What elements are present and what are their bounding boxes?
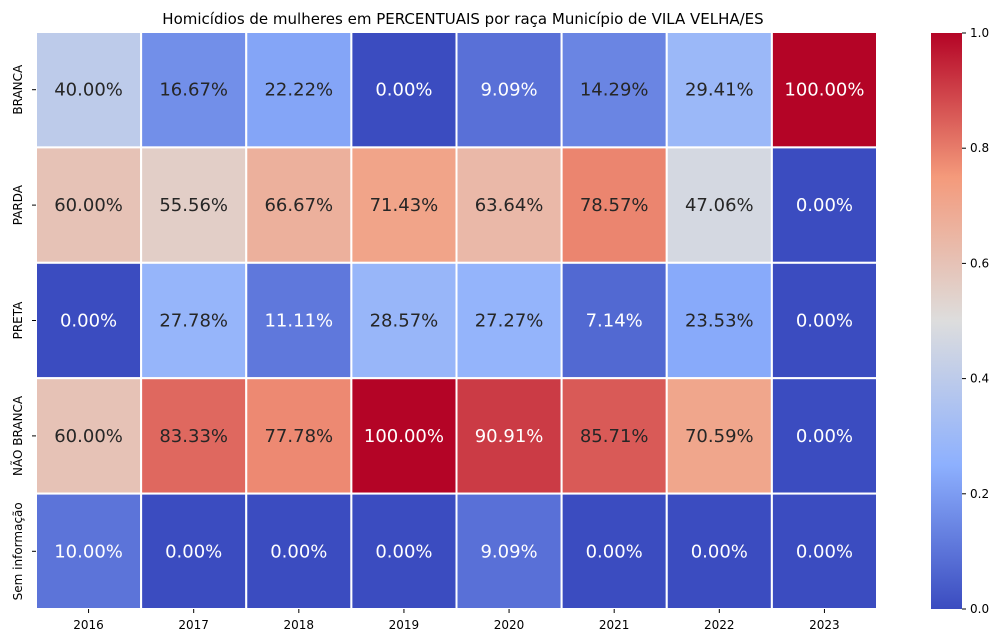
cell-value-label: 90.91% [475, 426, 544, 447]
cell-value-label: 0.00% [586, 541, 643, 562]
cell-value-label: 83.33% [159, 426, 228, 447]
y-axis-ticks: BRANCA PARDA PRETA NÃO BRANCA Sem informação [10, 64, 36, 600]
cell-value-label: 0.00% [691, 541, 748, 562]
cell-value-label: 28.57% [370, 311, 439, 332]
y-tick-label: PARDA [11, 184, 25, 225]
colorbar-gradient [931, 33, 962, 609]
heatmap-cell [770, 261, 878, 380]
cell-value-label: 27.27% [475, 311, 544, 332]
heatmap-cell [140, 261, 248, 380]
cell-value-label: 40.00% [54, 80, 123, 101]
cell-value-label: 23.53% [685, 311, 754, 332]
cell-value-label: 60.00% [54, 195, 123, 216]
cell-value-label: 100.00% [784, 80, 864, 101]
cell-value-label: 0.00% [796, 426, 853, 447]
cell-value-label: 85.71% [580, 426, 649, 447]
heatmap-cell [350, 377, 458, 495]
colorbar-tick-label: 1.0 [970, 26, 989, 40]
heatmap-cell [245, 261, 353, 380]
y-tick-label: BRANCA [11, 64, 25, 115]
x-tick-label: 2019 [389, 618, 420, 632]
x-tick-label: 2023 [809, 618, 840, 632]
cell-value-label: 14.29% [580, 80, 649, 101]
cell-value-label: 0.00% [375, 80, 432, 101]
heatmap-cell [35, 377, 143, 495]
colorbar-tick-label: 0.0 [970, 602, 989, 616]
heatmap-cell [560, 146, 668, 264]
colorbar-tick-label: 0.8 [970, 141, 989, 155]
heatmap-cell [245, 31, 353, 149]
x-tick-label: 2016 [73, 618, 104, 632]
cell-value-label: 0.00% [270, 541, 327, 562]
cell-value-label: 10.00% [54, 541, 123, 562]
cell-value-label: 16.67% [159, 80, 228, 101]
cell-value-label: 77.78% [264, 426, 333, 447]
x-tick-label: 2017 [178, 618, 209, 632]
cell-value-label: 78.57% [580, 195, 649, 216]
cell-value-label: 0.00% [375, 541, 432, 562]
heatmap-cell [455, 377, 563, 495]
cell-value-label: 0.00% [796, 541, 853, 562]
heatmap-cell [665, 261, 773, 380]
y-tick-label: NÃO BRANCA [10, 395, 25, 476]
y-tick-label: Sem informação [11, 502, 25, 600]
x-axis-ticks: 2016 2017 2018 2019 2020 2021 2022 2023 [73, 609, 840, 632]
cell-value-label: 0.00% [60, 311, 117, 332]
heatmap-cells: 40.00% 16.67% 22.22% 0.00% 9.09% 14.29% 29.41%… [35, 31, 878, 611]
heatmap-cell [140, 146, 248, 264]
cell-value-label: 70.59% [685, 426, 754, 447]
cell-value-label: 7.14% [586, 311, 643, 332]
heatmap-cell [455, 261, 563, 380]
cell-value-label: 66.67% [264, 195, 333, 216]
heatmap-cell [560, 31, 668, 149]
heatmap-cell [770, 146, 878, 264]
heatmap-cell [455, 492, 563, 611]
cell-value-label: 0.00% [796, 311, 853, 332]
y-tick-label: PRETA [11, 301, 25, 340]
cell-value-label: 0.00% [165, 541, 222, 562]
cell-value-label: 71.43% [370, 195, 439, 216]
heatmap-cell [770, 492, 878, 611]
heatmap-cell [350, 146, 458, 264]
heatmap-cell [560, 261, 668, 380]
cell-value-label: 9.09% [480, 80, 537, 101]
x-tick-label: 2022 [704, 618, 735, 632]
cell-value-label: 0.00% [796, 195, 853, 216]
cell-value-label: 60.00% [54, 426, 123, 447]
colorbar-tick-label: 0.4 [970, 372, 989, 386]
cell-value-label: 27.78% [159, 311, 228, 332]
heatmap-cell [350, 261, 458, 380]
x-tick-label: 2020 [494, 618, 525, 632]
colorbar-tick-label: 0.6 [970, 256, 989, 270]
cell-value-label: 47.06% [685, 195, 754, 216]
heatmap-cell [665, 492, 773, 611]
heatmap-cell [35, 31, 143, 149]
colorbar: 0.0 0.2 0.4 0.6 0.8 1.0 [931, 26, 989, 616]
cell-value-label: 11.11% [264, 311, 333, 332]
heatmap-cell [350, 492, 458, 611]
cell-value-label: 9.09% [480, 541, 537, 562]
cell-value-label: 55.56% [159, 195, 228, 216]
cell-value-label: 100.00% [364, 426, 444, 447]
heatmap-cell [140, 31, 248, 149]
cell-value-label: 22.22% [264, 80, 333, 101]
cell-value-label: 63.64% [475, 195, 544, 216]
x-tick-label: 2018 [284, 618, 315, 632]
cell-value-label: 29.41% [685, 80, 754, 101]
colorbar-tick-label: 0.2 [970, 487, 989, 501]
heatmap-cell [770, 31, 878, 149]
x-tick-label: 2021 [599, 618, 630, 632]
heatmap-cell [245, 377, 353, 495]
heatmap-cell [665, 377, 773, 495]
chart-title: Homicídios de mulheres em PERCENTUAIS po… [162, 10, 763, 28]
